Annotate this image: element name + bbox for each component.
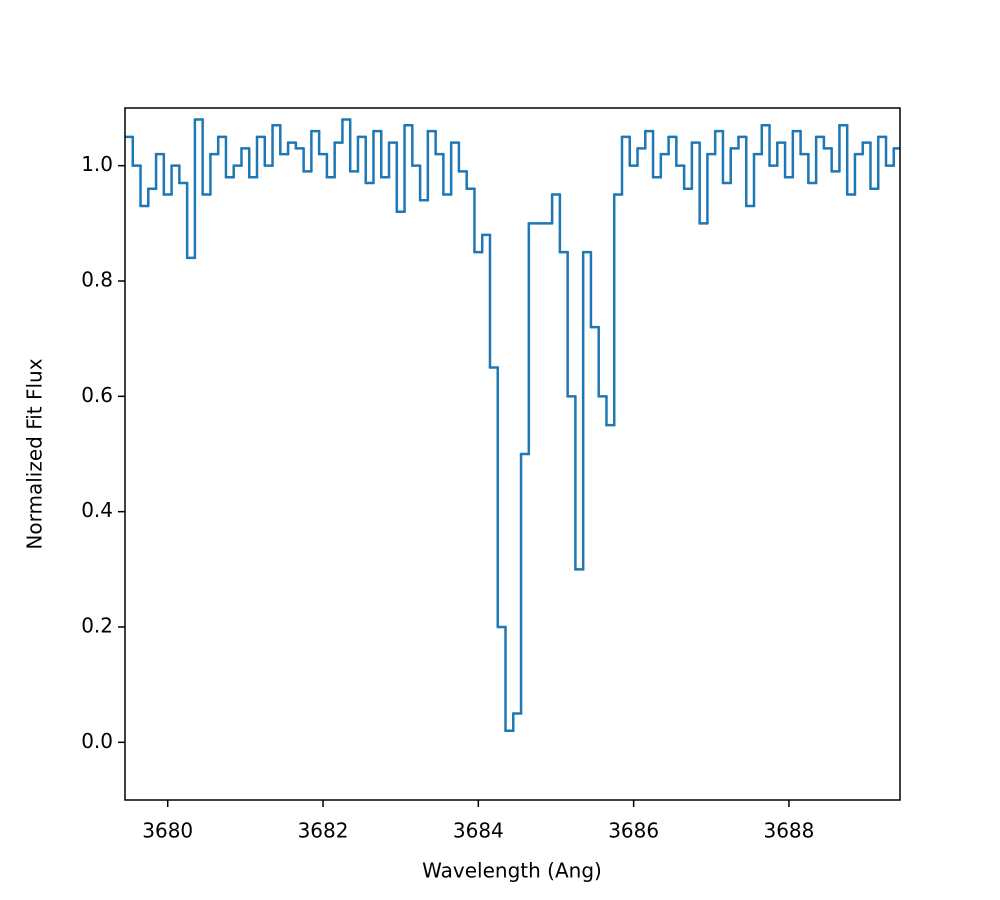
y-tick-label: 0.6 — [81, 383, 113, 407]
y-axis-label: Normalized Fit Flux — [23, 358, 47, 549]
x-tick-label: 3680 — [142, 819, 193, 843]
y-tick-label: 0.8 — [81, 268, 113, 292]
y-tick-label: 0.2 — [81, 614, 113, 638]
x-tick-label: 3684 — [453, 819, 504, 843]
x-tick-label: 3688 — [763, 819, 814, 843]
plot-area — [125, 118, 900, 733]
y-tick-label: 1.0 — [81, 152, 113, 176]
axes-frame — [124, 107, 901, 801]
x-tick-label: 3686 — [608, 819, 659, 843]
y-tick-label: 0.0 — [81, 729, 113, 753]
x-axis-label: Wavelength (Ang) — [422, 859, 602, 883]
y-tick-label: 0.4 — [81, 498, 113, 522]
x-tick-label: 3682 — [298, 819, 349, 843]
